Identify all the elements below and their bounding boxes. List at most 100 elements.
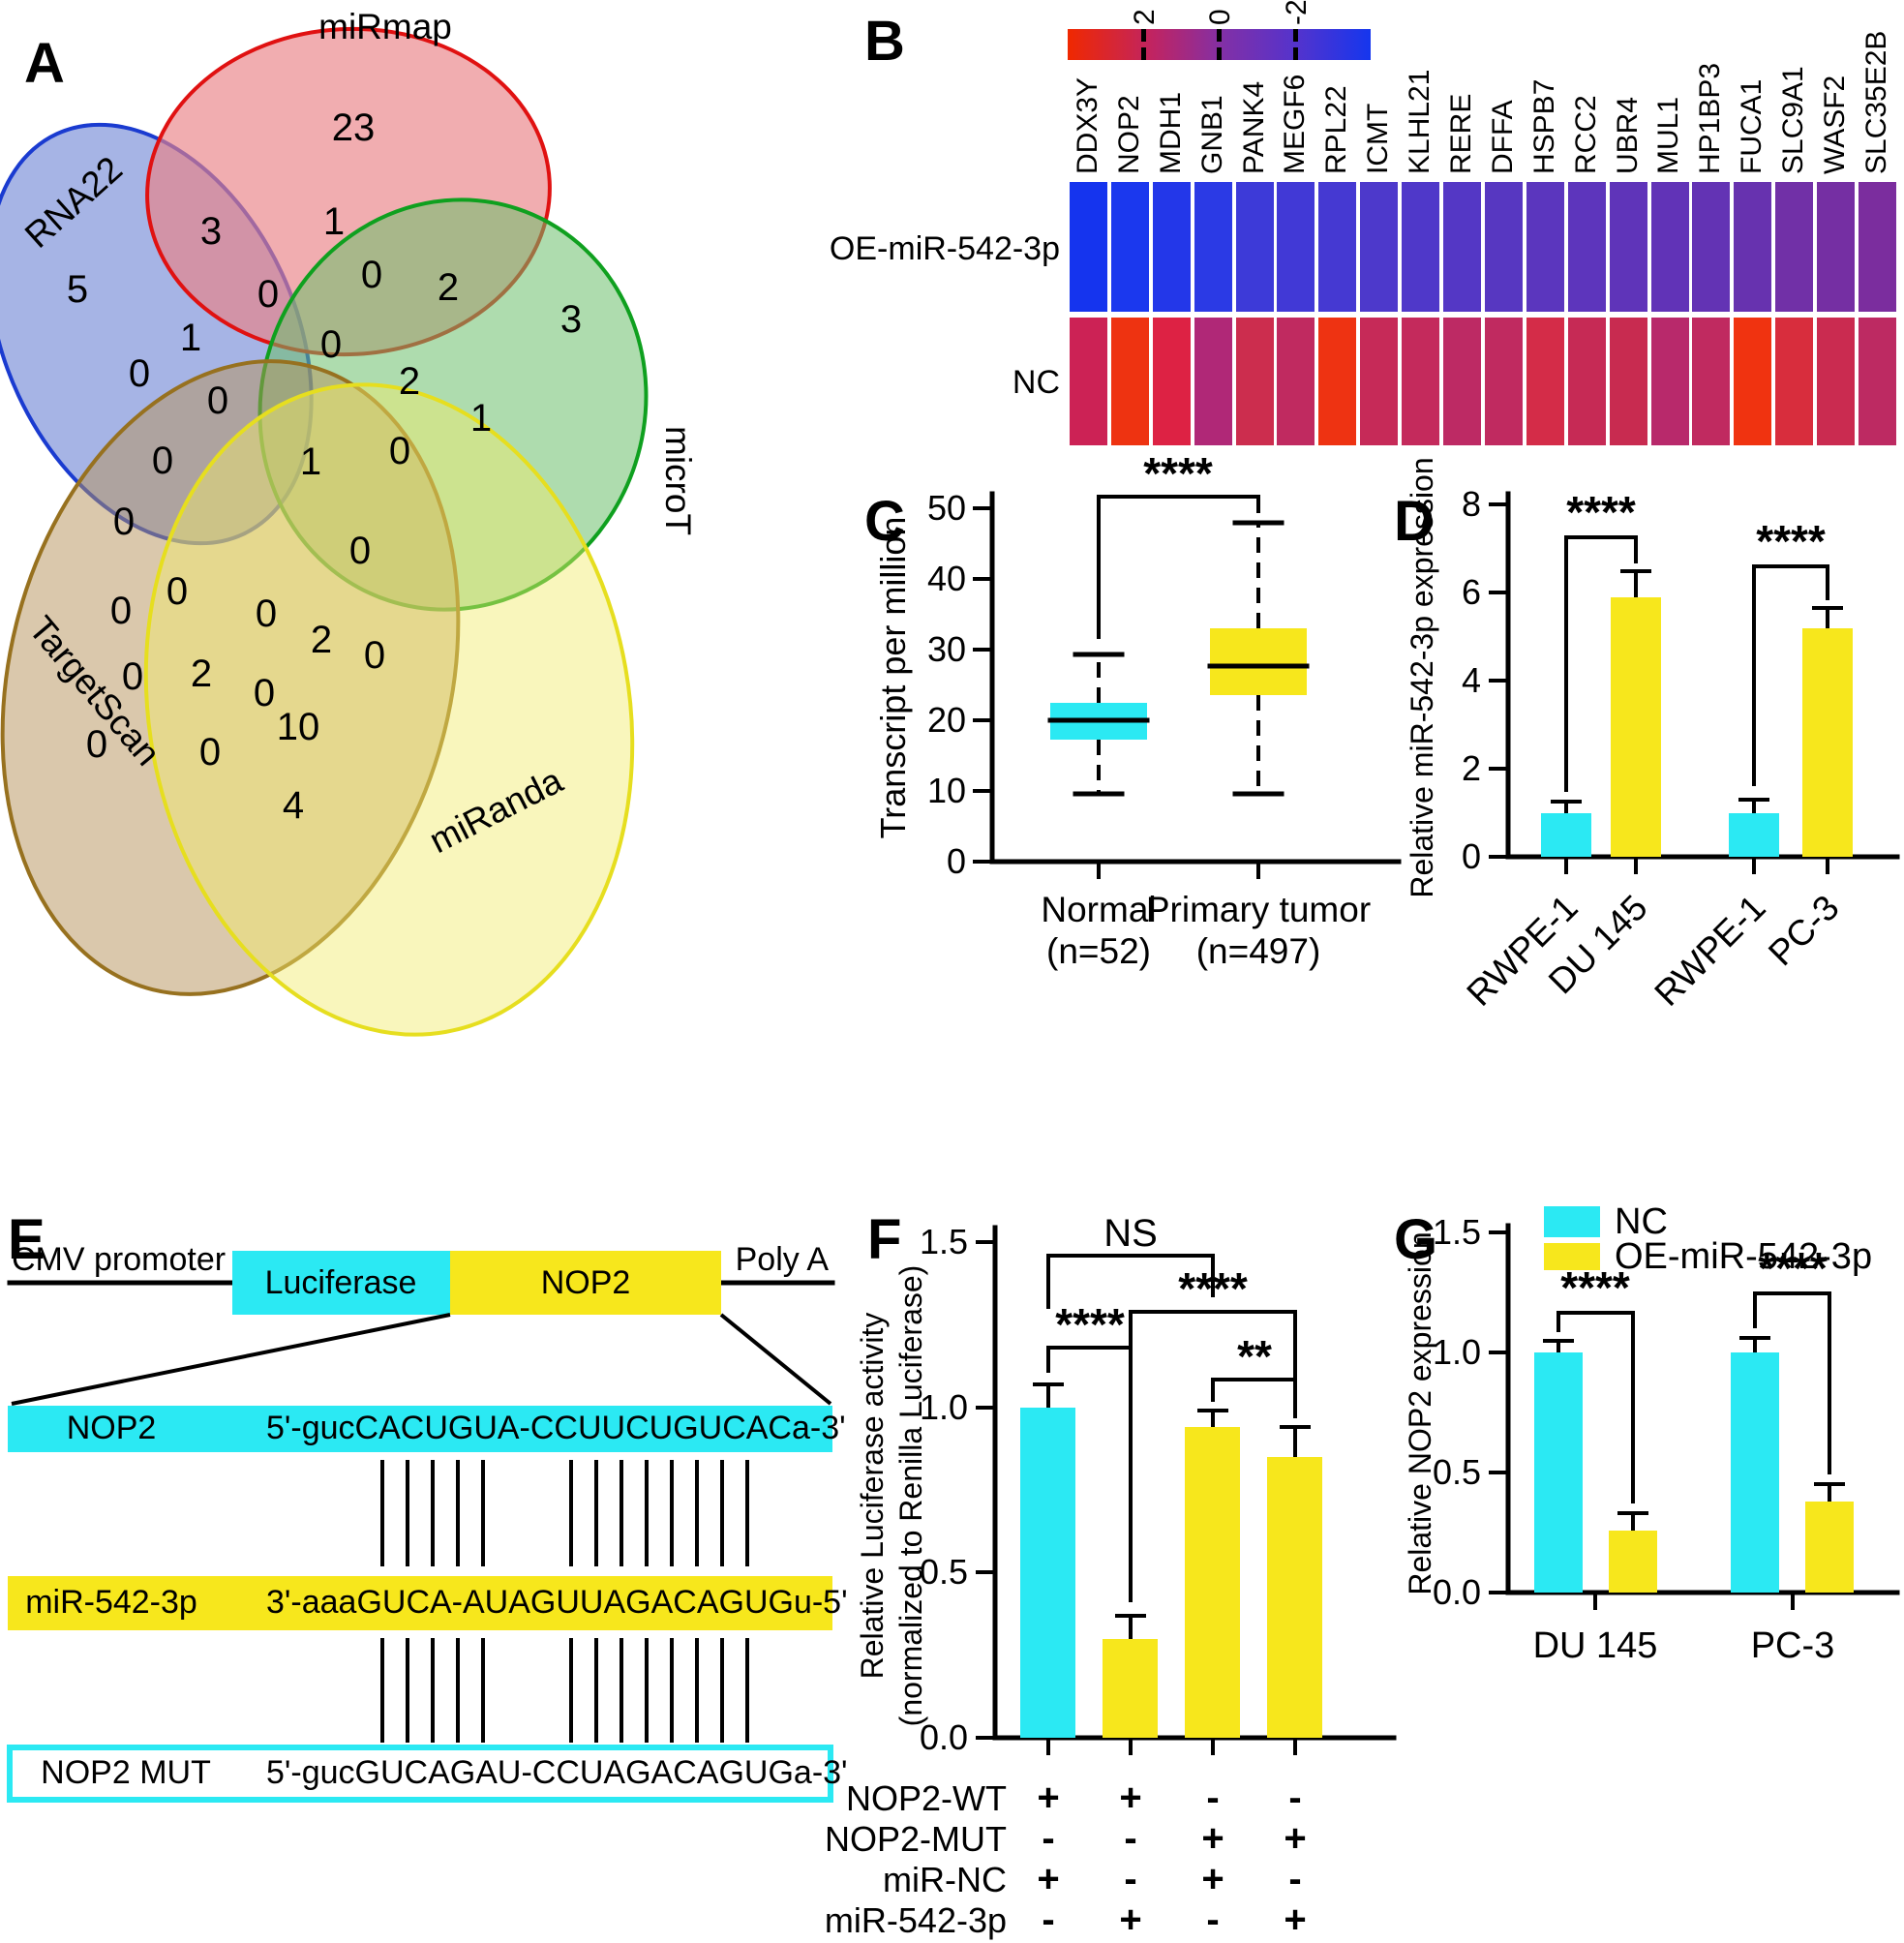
heatmap-cell	[1817, 318, 1855, 445]
f-matrix-sign: -	[1042, 1817, 1054, 1860]
g-legend-label-nc: NC	[1615, 1201, 1668, 1242]
d-bar-rwpe1-1	[1541, 813, 1591, 857]
gene-label: RERE	[1445, 94, 1477, 174]
c-ytick: 30	[927, 629, 966, 669]
f-matrix-sign: +	[1201, 1817, 1224, 1860]
c-ytick: 10	[927, 771, 966, 810]
colorbar-tickmark	[1217, 29, 1222, 42]
f-matrix-row-label: NOP2-MUT	[825, 1819, 1007, 1859]
colorbar-tickmark	[1293, 47, 1298, 60]
heatmap-cell	[1610, 318, 1647, 445]
d-ytick: 6	[1462, 572, 1481, 612]
g-sig-bracket-2	[1753, 1291, 1831, 1474]
f-matrix-sign: -	[1206, 1898, 1219, 1941]
heatmap-cell	[1651, 318, 1689, 445]
c-normal-whisker-caps	[1073, 652, 1125, 797]
c-xlabel-normal-n: (n=52)	[1046, 931, 1151, 971]
e-nop2-box-label: NOP2	[541, 1264, 631, 1301]
gene-label: MEGF6	[1279, 75, 1311, 174]
e-mut-seq: 5'-gucGUCAGAU-CCUAGACAGUGa-3'	[266, 1754, 848, 1791]
f-sig-label-34: **	[1237, 1331, 1272, 1381]
heatmap-cell	[1485, 318, 1523, 445]
g-err-3	[1739, 1336, 1770, 1352]
g-ylabel: Relative NOP2 expression	[1403, 1231, 1437, 1594]
heatmap-cell	[1402, 182, 1439, 312]
gene-label: SLC9A1	[1777, 66, 1809, 174]
venn-count: 0	[364, 634, 385, 677]
venn-label-microt: microT	[658, 426, 698, 535]
c-ytick-marks	[973, 506, 992, 864]
venn-count: 2	[438, 266, 459, 309]
g-legend-label-oe: OE-miR-542-3p	[1615, 1236, 1872, 1277]
venn-count: 4	[283, 784, 304, 827]
panel-a-venn: A miRmap RNA22 microT TargetScan miRanda…	[0, 7, 698, 1037]
heatmap-cell	[1610, 182, 1647, 312]
g-ytick-marks	[1489, 1230, 1508, 1594]
f-ytick-marks	[976, 1240, 995, 1740]
venn-count: 2	[311, 619, 332, 661]
g-err-4	[1814, 1482, 1845, 1502]
venn-count: 0	[113, 501, 135, 543]
venn-count: 1	[470, 397, 492, 440]
e-nop2-box	[450, 1251, 721, 1315]
d-ytick-marks	[1489, 502, 1508, 859]
gene-label: PANK4	[1238, 81, 1270, 174]
heatmap-cell	[1111, 318, 1149, 445]
c-xlabel-normal: Normal	[1041, 890, 1156, 929]
heatmap-cell	[1194, 318, 1232, 445]
g-ytick: 0.5	[1433, 1452, 1481, 1492]
c-ylabel: Transcript per million	[873, 517, 913, 839]
panel-label-d: D	[1394, 490, 1435, 553]
e-mir-seq: 3'-aaaGUCA-AUAGUUAGACAGUGu-5'	[266, 1584, 848, 1621]
g-ytick: 1.0	[1433, 1332, 1481, 1372]
f-matrix-sign: +	[1119, 1898, 1141, 1941]
f-err-1	[1033, 1382, 1064, 1408]
gene-label: UBR4	[1612, 97, 1644, 174]
g-legend-swatch-oe	[1544, 1243, 1600, 1270]
d-sig-label-1: ****	[1566, 487, 1636, 537]
venn-count: 0	[257, 273, 279, 316]
venn-count: 23	[332, 106, 376, 149]
heatmap-cell	[1360, 182, 1398, 312]
panel-b-heatmap: B 2 0 -2 DDX3Y NOP2 MDH1 GNB1 PANK4 MEGF…	[830, 0, 1896, 445]
f-bar-2	[1103, 1639, 1158, 1738]
heatmap-cell	[1236, 182, 1274, 312]
f-matrix-row-label: miR-NC	[883, 1860, 1007, 1899]
heatmap-cell	[1568, 182, 1606, 312]
venn-count: 3	[200, 210, 222, 253]
d-err-3	[1738, 798, 1769, 813]
colorbar-tick-label: 2	[1129, 9, 1161, 25]
d-bar-pc3	[1802, 628, 1853, 857]
venn-count: 0	[349, 530, 371, 572]
f-matrix-sign: -	[1206, 1776, 1219, 1819]
heatmap-row-nc	[1070, 318, 1896, 445]
e-zoom-lines	[11, 1313, 832, 1406]
venn-count: 0	[389, 430, 410, 472]
d-ytick: 4	[1462, 660, 1481, 700]
heatmap-cell	[1692, 318, 1730, 445]
heatmap-cell	[1692, 182, 1730, 312]
e-mut-seq-box	[7, 1745, 833, 1803]
d-xtick-marks	[1564, 857, 1829, 874]
f-ytick: 0.5	[920, 1552, 968, 1592]
g-xlabel-du145: DU 145	[1533, 1625, 1658, 1666]
venn-count: 2	[399, 360, 420, 403]
e-luciferase-label: Luciferase	[265, 1264, 417, 1301]
c-ytick: 20	[927, 700, 966, 740]
f-sig-label-ns: NS	[1103, 1212, 1158, 1255]
gene-label: HP1BP3	[1694, 63, 1726, 174]
e-nop2-seq-bar	[8, 1406, 832, 1452]
d-err-4	[1812, 606, 1843, 628]
colorbar-tickmark	[1217, 47, 1222, 60]
f-bar-1	[1020, 1408, 1075, 1738]
colorbar-tickmark	[1141, 47, 1146, 60]
heatmap-cell	[1568, 318, 1606, 445]
e-match-lines-upper-right	[569, 1460, 749, 1566]
c-tumor-whisker-caps	[1232, 520, 1284, 797]
heatmap-row-label-nc: NC	[1012, 364, 1060, 401]
f-matrix-sign: -	[1042, 1898, 1054, 1941]
heatmap-cell	[1111, 182, 1149, 312]
venn-count: 0	[122, 655, 143, 698]
venn-count: 0	[110, 590, 132, 632]
g-err-2	[1617, 1511, 1648, 1531]
